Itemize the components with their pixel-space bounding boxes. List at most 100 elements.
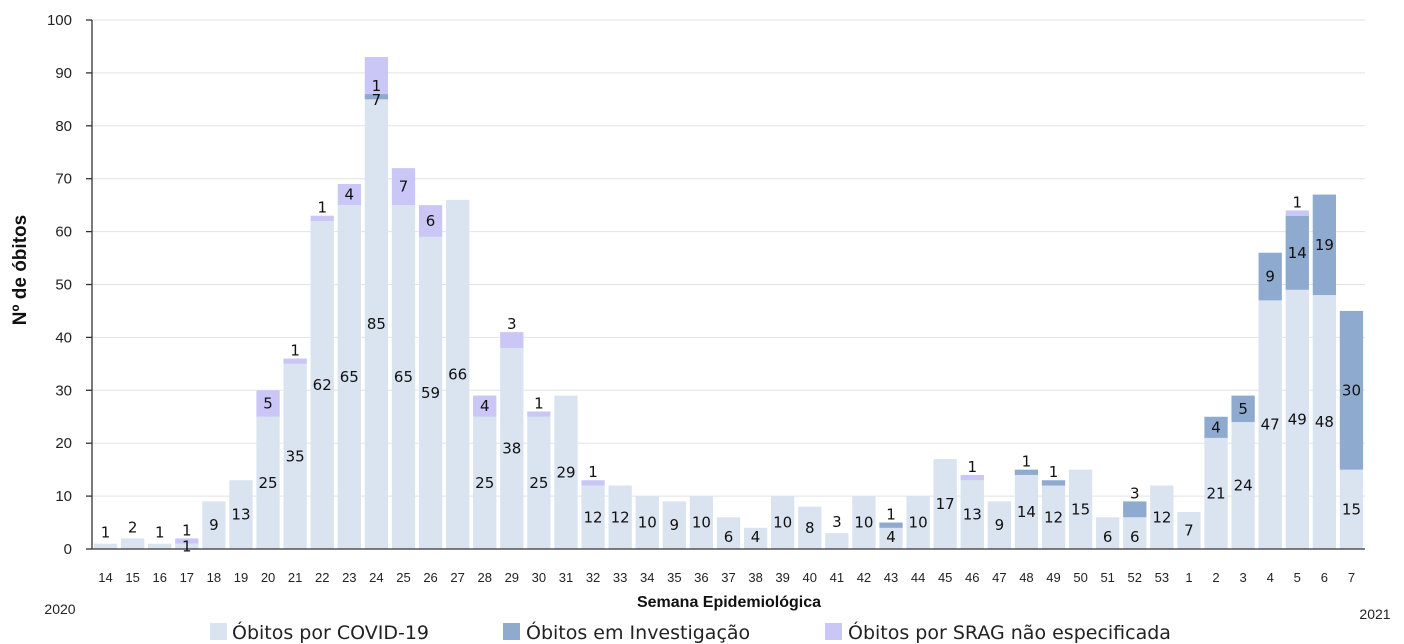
data-label: 4: [1211, 418, 1221, 436]
data-label: 13: [231, 506, 250, 524]
data-label: 1: [317, 199, 327, 217]
data-label: 1: [588, 463, 598, 481]
covid-bar-segment: [1123, 517, 1147, 549]
data-label: 8: [805, 519, 815, 537]
investigacao-bar-segment: [1258, 252, 1282, 301]
data-label: 3: [1130, 484, 1140, 502]
data-label: 9: [670, 516, 680, 534]
data-label: 65: [340, 368, 359, 386]
x-tick-label: 30: [532, 570, 546, 585]
covid-bar-segment: [283, 363, 307, 549]
x-tick-label: 20: [261, 570, 275, 585]
srag-bar-segment: [527, 411, 551, 417]
legend-swatch-investigacao: [503, 623, 520, 640]
x-tick-label: 17: [180, 570, 194, 585]
x-tick-label: 53: [1155, 570, 1169, 585]
covid-bar-segment: [1041, 485, 1066, 549]
data-label: 21: [1206, 484, 1225, 502]
covid-bar-segment: [662, 501, 686, 549]
x-tick-label: 3: [1239, 570, 1246, 585]
covid-bar-segment: [391, 205, 416, 549]
x-tick-label: 32: [586, 570, 600, 585]
data-label: 1: [182, 537, 192, 555]
covid-bar-segment: [310, 221, 334, 549]
data-label: 15: [1342, 500, 1361, 518]
x-tick-label: 33: [613, 570, 627, 585]
data-label: 65: [394, 368, 413, 386]
covid-bar-segment: [202, 501, 226, 549]
data-label: 1: [1022, 453, 1032, 471]
data-label: 9: [209, 516, 219, 534]
x-tick-labels: 14 15 16 17 18 19 20 21 22 23 24 25 26 27 28 29 30 31 32 33…: [98, 570, 1355, 585]
data-label: 14: [1017, 503, 1036, 521]
legend-swatch-covid: [210, 623, 227, 640]
data-label: 19: [1315, 236, 1334, 254]
x-tick-label: 16: [152, 570, 166, 585]
data-label: 59: [421, 384, 440, 402]
covid-bar-segment: [446, 199, 470, 550]
x-tick-label: 43: [884, 570, 898, 585]
x-tick-label: 46: [965, 570, 979, 585]
legend-swatch-srag: [825, 623, 842, 640]
data-label: 13: [963, 506, 982, 524]
x-tick-label: 4: [1267, 570, 1274, 585]
data-label: 3: [832, 513, 842, 531]
x-tick-label: 5: [1294, 570, 1301, 585]
data-label: 14: [1288, 244, 1307, 262]
x-tick-label: 6: [1321, 570, 1328, 585]
x-tick-label: 25: [396, 570, 410, 585]
data-label: 6: [1103, 528, 1113, 546]
covid-bar-segment: [93, 543, 118, 549]
covid-bar-segment: [1068, 469, 1093, 549]
covid-bar-segment: [906, 496, 930, 549]
covid-bar-segment: [1339, 469, 1364, 549]
x-tick-label: 18: [207, 570, 221, 585]
investigacao-bar-segment: [1014, 469, 1039, 475]
covid-bar-segment: [608, 485, 632, 549]
data-label: 9: [1265, 268, 1275, 286]
legend: Óbitos por COVID-19 Óbitos em Investigaç…: [210, 620, 1171, 644]
investigacao-bar-segment: [1339, 310, 1364, 470]
covid-bar-segment: [256, 416, 280, 549]
data-label: 25: [529, 474, 548, 492]
data-label: 12: [1044, 508, 1063, 526]
data-label: 24: [1234, 477, 1253, 495]
x-tick-label: 47: [992, 570, 1006, 585]
covid-bar-segment: [852, 496, 876, 549]
y-tick-label: 10: [55, 488, 72, 505]
data-label: 1: [101, 524, 111, 542]
covid-bar-segment: [879, 527, 903, 549]
y-tick-label: 30: [55, 382, 72, 399]
data-label: 12: [1152, 508, 1171, 526]
covid-bar-segment: [1150, 485, 1174, 549]
x-tick-label: 2: [1212, 570, 1219, 585]
covid-bar-segment: [743, 527, 768, 549]
srag-bar-segment: [1285, 210, 1309, 216]
gridlines: [92, 19, 1365, 497]
x-tick-label: 1: [1185, 570, 1192, 585]
covid-bar-segment: [798, 506, 822, 549]
investigacao-bar-segment: [1285, 215, 1309, 290]
data-label: 38: [502, 439, 521, 457]
investigacao-bar-segment: [1123, 501, 1147, 518]
srag-bar-segment: [283, 358, 307, 364]
data-label: 7: [1184, 521, 1194, 539]
covid-bar-segment: [716, 517, 741, 549]
srag-bar-segment: [500, 332, 524, 348]
x-tick-label: 51: [1100, 570, 1114, 585]
covid-bar-segment: [960, 480, 984, 549]
y-tick-label: 70: [55, 171, 72, 188]
x-tick-label: 14: [98, 570, 112, 585]
data-label: 1: [967, 458, 977, 476]
covid-bar-segment: [148, 543, 172, 549]
data-label: 3: [507, 315, 517, 333]
data-label: 12: [584, 508, 603, 526]
x-tick-label: 28: [477, 570, 491, 585]
covid-bar-segment: [1231, 422, 1255, 549]
x-tick-label: 41: [830, 570, 844, 585]
covid-bar-segment: [418, 236, 443, 549]
x-tick-label: 48: [1019, 570, 1033, 585]
covid-bar-segment: [175, 543, 199, 549]
srag-bar-segment: [364, 57, 389, 95]
